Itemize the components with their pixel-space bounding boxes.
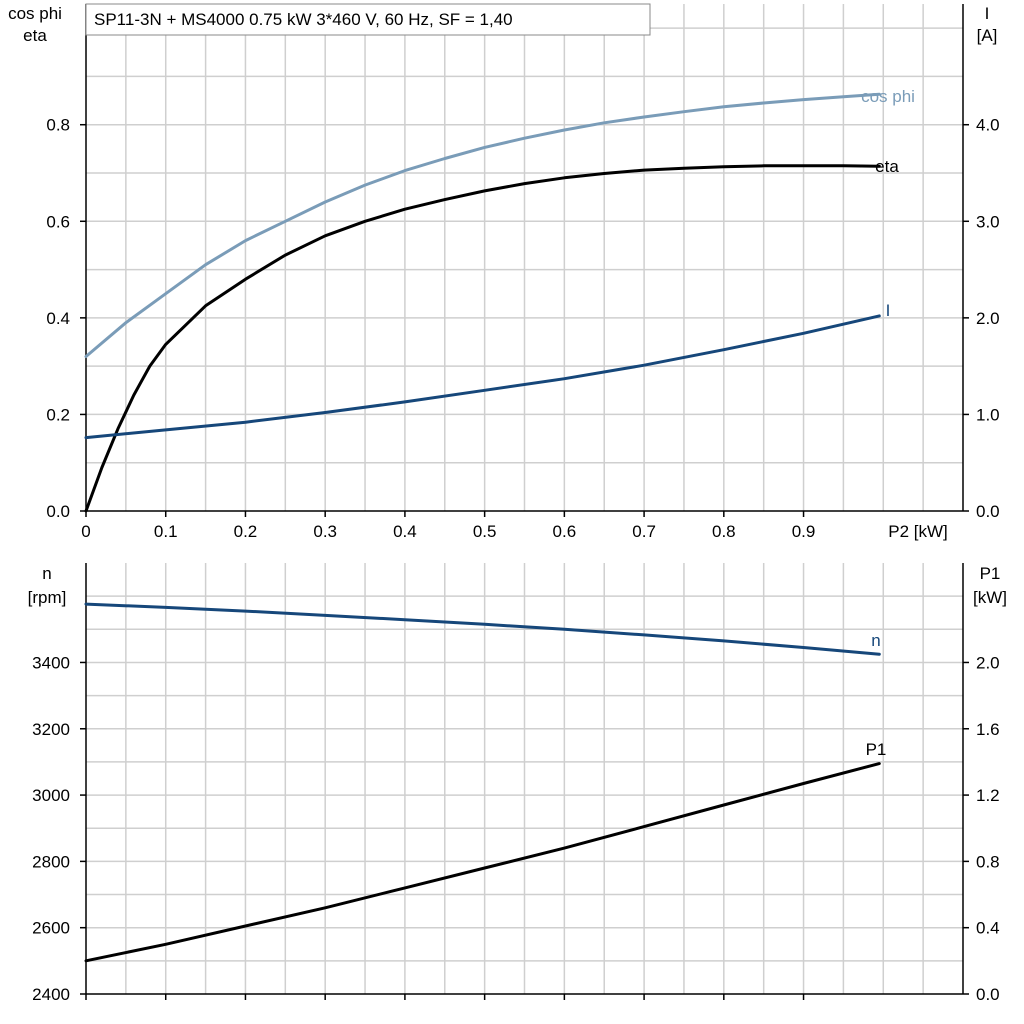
right-tick-label: 0.0 [976, 985, 1000, 1004]
bottom-axes [80, 563, 969, 1000]
x-tick-label: 0.1 [154, 522, 178, 541]
x-tick-label: 0.2 [234, 522, 258, 541]
x-tick-label: 0.4 [393, 522, 417, 541]
left-tick-label: 2400 [32, 985, 70, 1004]
left-tick-label: 2600 [32, 919, 70, 938]
top-series: cos phi eta I [84, 87, 915, 513]
series-line-n [84, 602, 881, 656]
right-tick-label: 1.2 [976, 786, 1000, 805]
left-axis-label-eta: eta [23, 26, 47, 45]
chart-title: SP11-3N + MS4000 0.75 kW 3*460 V, 60 Hz,… [94, 10, 513, 29]
left-axis-label-cosphi: cos phi [8, 4, 62, 23]
left-tick-label: 2800 [32, 852, 70, 871]
bottom-panel: n P1 2400 2600 2800 3000 3200 3400 0.0 0.4 0.8 1.2… [28, 563, 1007, 1004]
x-tick-label: 0.9 [792, 522, 816, 541]
right-tick-label: 4.0 [976, 116, 1000, 135]
x-tick-label: 0.8 [712, 522, 736, 541]
series-label-eta: eta [875, 157, 899, 176]
bottom-series: n P1 [84, 602, 887, 963]
series-line-cos-phi [84, 92, 881, 358]
left-tick-label: 0.4 [46, 309, 70, 328]
x-tick-label: 0.3 [313, 522, 337, 541]
series-label-cos-phi: cos phi [861, 87, 915, 106]
right-tick-label: 2.0 [976, 653, 1000, 672]
series-line-i [84, 314, 881, 440]
left-axis-label-rpm: [rpm] [28, 588, 67, 607]
right-tick-label: 0.4 [976, 919, 1000, 938]
right-tick-label: 1.0 [976, 405, 1000, 424]
left-axis-label-n: n [42, 564, 51, 583]
left-tick-label: 0.6 [46, 212, 70, 231]
right-tick-label: 1.6 [976, 720, 1000, 739]
series-line-p1 [84, 762, 881, 963]
right-tick-label: 0.0 [976, 502, 1000, 521]
series-label-p1: P1 [866, 740, 887, 759]
left-tick-label: 0.8 [46, 116, 70, 135]
series-line-eta [84, 164, 881, 513]
left-tick-label: 3000 [32, 786, 70, 805]
title-box [85, 3, 651, 36]
series-label-i: I [886, 301, 891, 320]
left-tick-label: 3400 [32, 653, 70, 672]
left-tick-label: 0.0 [46, 502, 70, 521]
top-axes [80, 4, 969, 517]
right-tick-label: 0.8 [976, 852, 1000, 871]
right-axis-label-a: [A] [977, 26, 998, 45]
right-axis-label-kw: [kW] [973, 588, 1007, 607]
left-tick-label: 3200 [32, 720, 70, 739]
x-axis-label: P2 [kW] [888, 522, 948, 541]
right-tick-label: 2.0 [976, 309, 1000, 328]
left-tick-label: 0.2 [46, 405, 70, 424]
bottom-tick-labels: 2400 2600 2800 3000 3200 3400 0.0 0.4 0.8 1.2 1.6 2… [32, 653, 999, 1004]
top-tick-labels: 0 0.1 0.2 0.3 0.4 0.5 0.6 0.7 0.8 0.9 0.0 0.2 0.4 0.6… [46, 116, 999, 541]
right-tick-label: 3.0 [976, 212, 1000, 231]
x-tick-label: 0.7 [632, 522, 656, 541]
top-panel: cos phi eta I 0 0.1 0.2 0.3 0.4 0.5 0.6 0.7 0.8 0.9… [8, 3, 1000, 541]
x-tick-label: 0.5 [473, 522, 497, 541]
right-axis-label-i: I [985, 4, 990, 23]
x-tick-label: 0.6 [553, 522, 577, 541]
x-tick-label: 0 [81, 522, 90, 541]
series-label-n: n [871, 631, 880, 650]
right-axis-label-p1: P1 [980, 564, 1001, 583]
